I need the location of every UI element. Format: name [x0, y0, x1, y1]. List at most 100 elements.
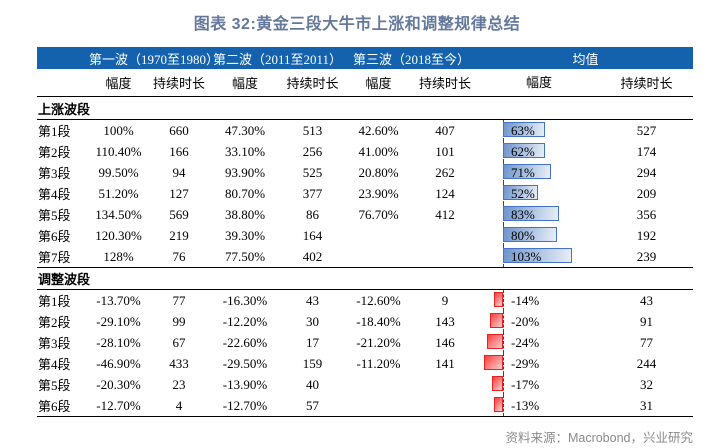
avg-amplitude-value: -13%: [511, 398, 540, 413]
table-cell: 43: [640, 292, 653, 308]
row-label: 第6段: [38, 399, 71, 414]
table-cell: 9: [441, 292, 449, 308]
table-cell: 94: [172, 164, 186, 180]
table-cell: -29.10%: [96, 313, 141, 329]
avg-amplitude-value: 103%: [511, 249, 542, 264]
table-cell: 30: [306, 313, 319, 329]
data-bar: [503, 143, 545, 158]
column-header-row: 幅度 持续时长 幅度 持续时长 幅度 持续时长 幅度 持续时长: [37, 69, 693, 97]
table-cell: 57: [306, 397, 319, 413]
data-bar: [490, 313, 503, 328]
table-cell: 124: [435, 185, 455, 201]
data-bar: [503, 164, 551, 179]
table-cell: -13.90%: [222, 376, 268, 392]
zero-axis-dashed-line: [503, 290, 504, 311]
table-cell: 77.50%: [224, 248, 266, 264]
table-cell: 51.20%: [98, 185, 139, 201]
table-cell: 110.40%: [95, 143, 142, 159]
table-cell: -12.70%: [96, 397, 141, 413]
adjustment-rows: 第1段 -13.70% 77 -16.30% 43 -12.60% 9 -14% 43 第2段 -2…: [37, 290, 693, 417]
row-label: 第4段: [38, 357, 71, 372]
table-cell: 99.50%: [98, 164, 139, 180]
table-cell: 40: [306, 376, 319, 392]
section-label: 调整波段: [38, 272, 91, 287]
table-cell: 402: [302, 248, 323, 264]
table-cell: 164: [302, 227, 323, 243]
table-cell: 127: [169, 185, 189, 201]
table-cell: 262: [435, 164, 455, 180]
table-cell: -21.20%: [356, 334, 401, 350]
table-cell: 377: [302, 185, 323, 201]
row-label: 第7段: [38, 250, 71, 265]
table-cell: 143: [435, 313, 455, 329]
table-cell: 93.90%: [224, 164, 266, 180]
data-source: 资料来源：Macrobond，兴业研究: [505, 431, 693, 445]
table-cell: 100%: [103, 122, 134, 138]
table-cell: 41.00%: [358, 143, 399, 159]
table-cell: 67: [172, 334, 186, 350]
table-cell: -29.50%: [222, 355, 268, 371]
row-label: 第3段: [38, 166, 71, 181]
table-cell: 42.60%: [358, 122, 399, 138]
table-cell: 569: [169, 206, 189, 222]
avg-amplitude-value: -17%: [511, 377, 540, 392]
col-header-amplitude: 幅度: [105, 76, 132, 91]
data-bar: [492, 376, 503, 391]
table-cell: -13.70%: [96, 292, 141, 308]
table-row: 第2段 110.40% 166 33.10% 256 41.00% 101 62% 174: [37, 141, 693, 162]
table-cell: 128%: [103, 248, 134, 264]
table-cell: 433: [169, 355, 189, 371]
wave1-header: 第一波（1970至1980）: [89, 51, 210, 67]
table-cell: 47.30%: [224, 122, 266, 138]
table-row: 第4段 -46.90% 433 -29.50% 159 -11.20% 141 -29% 244: [37, 353, 693, 374]
table-cell: 23: [172, 376, 186, 392]
table-cell: 86: [306, 206, 319, 222]
table-cell: 101: [435, 143, 455, 159]
table-cell: 256: [302, 143, 323, 159]
table-cell: 192: [636, 227, 657, 243]
data-bar: [503, 185, 538, 200]
avg-amplitude-value: 63%: [511, 123, 535, 138]
table-cell: 219: [169, 227, 189, 243]
avg-amplitude-value: 62%: [511, 144, 535, 159]
table-cell: 209: [636, 185, 657, 201]
table-cell: 77: [172, 292, 186, 308]
table-cell: -16.30%: [222, 292, 268, 308]
table-cell: -11.20%: [356, 355, 401, 371]
table-row: 第1段 100% 660 47.30% 513 42.60% 407 63% 527: [37, 120, 693, 141]
summary-table: 第一波（1970至1980） 第二波（2011至2011） 第三波（2018至今…: [37, 47, 693, 417]
row-label: 第6段: [38, 229, 71, 244]
data-bar: [494, 397, 503, 412]
table-cell: 39.30%: [224, 227, 266, 243]
row-label: 第1段: [38, 294, 71, 309]
table-cell: 17: [306, 334, 319, 350]
data-bar: [494, 292, 503, 307]
table-cell: 527: [636, 122, 657, 138]
avg-amplitude-value: 80%: [511, 228, 535, 243]
table-cell: 38.80%: [224, 206, 266, 222]
avg-amplitude-bar-cell: 63%: [478, 120, 600, 141]
table-row: 第6段 120.30% 219 39.30% 164 80% 192: [37, 225, 693, 246]
zero-axis-dashed-line: [503, 353, 504, 374]
table-row: 第3段 99.50% 94 93.90% 525 20.80% 262 71% 294: [37, 162, 693, 183]
table-cell: 166: [169, 143, 189, 159]
row-label: 第2段: [38, 315, 71, 330]
data-bar: [487, 334, 503, 349]
table-cell: -22.60%: [222, 334, 268, 350]
row-label: 第3段: [38, 336, 71, 351]
table-cell: 80.70%: [224, 185, 266, 201]
table-cell: 33.10%: [224, 143, 266, 159]
avg-amplitude-bar-cell: 103%: [478, 246, 600, 267]
wave2-header: 第二波（2011至2011）: [212, 51, 343, 67]
table-cell: -20.30%: [96, 376, 141, 392]
avg-amplitude-bar-cell: 62%: [478, 141, 600, 162]
data-bar: [503, 122, 545, 137]
rising-rows: 第1段 100% 660 47.30% 513 42.60% 407 63% 527 第2段 110…: [37, 120, 693, 267]
table-cell: 77: [640, 334, 653, 350]
avg-amplitude-bar-cell: -29%: [478, 353, 600, 374]
table-cell: 4: [175, 397, 183, 413]
row-label: 第5段: [38, 378, 71, 393]
wave3-header: 第三波（2018至今）: [352, 51, 470, 67]
table-cell: 159: [302, 355, 323, 371]
row-label: 第2段: [38, 145, 71, 160]
